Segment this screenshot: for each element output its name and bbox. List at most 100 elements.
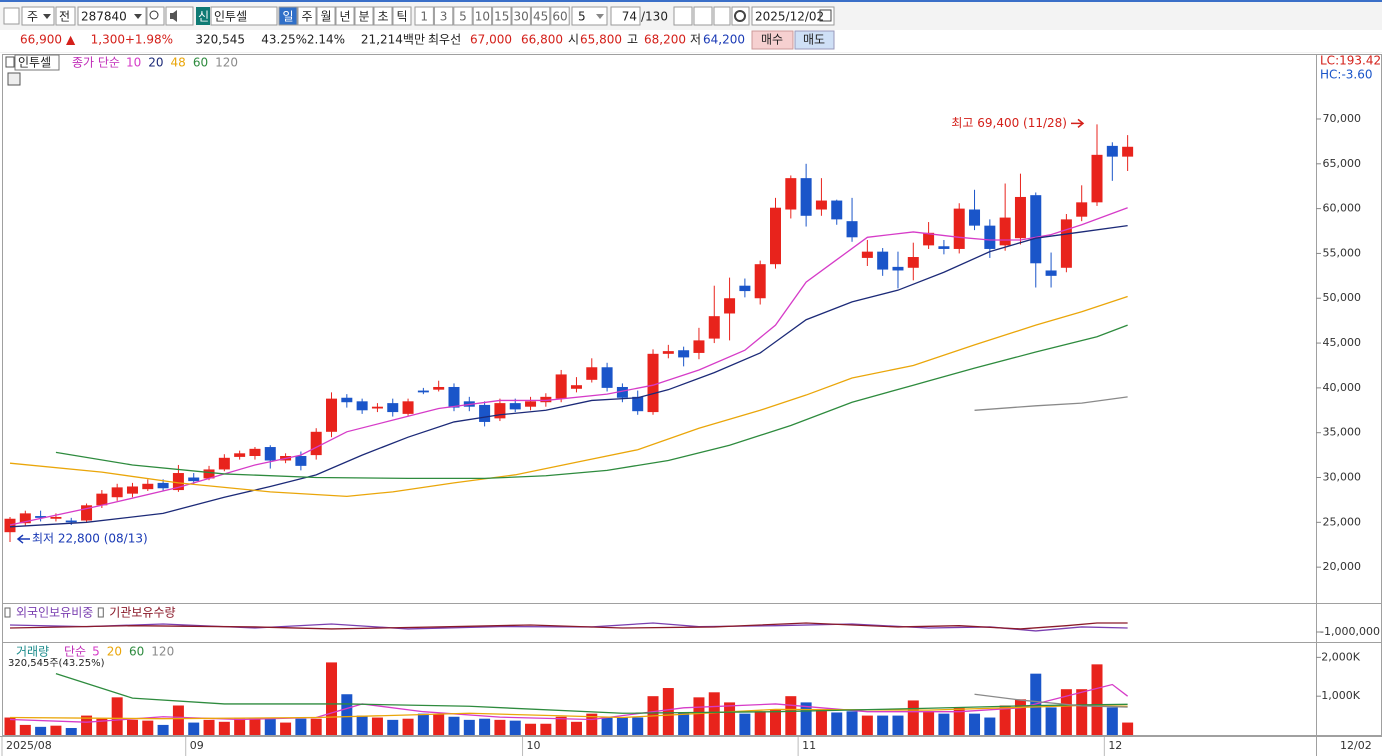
periods-button[interactable] [354, 6, 374, 26]
volume-ratio: 43.25% [261, 33, 307, 47]
candle-body [907, 257, 919, 268]
volume-bar [984, 717, 996, 735]
legend-icon [4, 607, 11, 618]
amount: 21,214백만 [361, 33, 425, 47]
mode-button[interactable] [55, 6, 76, 26]
candle-body [19, 513, 31, 524]
volume: 320,545 [195, 33, 245, 47]
minutes-button[interactable] [492, 6, 512, 26]
buy-button[interactable] [751, 30, 794, 50]
count-input[interactable] [610, 6, 641, 26]
volume-bar [203, 719, 215, 735]
hc: HC:-3.60 [1320, 68, 1373, 82]
ma-line [974, 396, 1128, 411]
name-input[interactable] [210, 6, 278, 26]
y-tick-label: 30,000 [1323, 471, 1362, 484]
chart-title: 인투셀 [18, 56, 51, 70]
periods-label: 년 [339, 10, 350, 24]
sell-button[interactable] [794, 30, 835, 50]
ma-line [9, 207, 1128, 526]
tool-button[interactable] [673, 6, 693, 26]
dropdown [43, 14, 51, 19]
candle-body [402, 401, 414, 414]
volume-bar [402, 718, 414, 735]
periods-button[interactable] [373, 6, 393, 26]
candle-body [218, 457, 230, 470]
candle-body [1045, 270, 1057, 276]
quote-bg [0, 30, 1382, 52]
candle-body [1060, 219, 1072, 268]
volume-bar [1091, 664, 1103, 735]
volume-bar [417, 713, 429, 735]
candle-body [1014, 196, 1026, 239]
volume-bar [540, 723, 552, 735]
candle-body [861, 251, 873, 258]
pane-icon [7, 72, 21, 86]
candle-body [616, 386, 628, 398]
total: /130 [641, 10, 668, 24]
candle-body [264, 447, 276, 461]
volume-bar [693, 697, 705, 735]
volume-bar [494, 719, 506, 735]
price: 66,900 [20, 33, 62, 47]
rate: +1.98% [125, 33, 173, 47]
volume-bar [356, 715, 368, 735]
minutes-button[interactable] [530, 6, 551, 26]
periods-button[interactable] [335, 6, 355, 26]
minutes-button[interactable] [414, 6, 434, 26]
candle-body [4, 518, 16, 533]
layout-icon[interactable] [3, 7, 20, 25]
periods-label: 틱 [396, 10, 407, 24]
periods-button[interactable] [297, 6, 317, 26]
candle-body [188, 477, 200, 482]
candle-body [984, 225, 996, 249]
save-button[interactable] [713, 6, 731, 26]
volume-info: 320,545주(43.25%) [8, 658, 105, 669]
ma-line [9, 295, 1128, 497]
code-input[interactable] [77, 6, 147, 26]
periods-button[interactable] [392, 6, 412, 26]
periods-button[interactable] [316, 6, 336, 26]
date: 2025/12/02 [755, 10, 824, 24]
minutes-button[interactable] [433, 6, 454, 26]
sound-button[interactable] [165, 6, 194, 26]
periods-button[interactable] [278, 6, 298, 26]
tool-button[interactable] [693, 6, 713, 26]
x-tick-label: 10 [527, 739, 541, 752]
y-tick-label: 60,000 [1323, 202, 1362, 215]
periods-label: 일 [282, 10, 293, 24]
candle-body [96, 493, 108, 506]
high-label: 고 [627, 33, 638, 47]
change: 1,300 [91, 33, 125, 47]
legend-title: 종가 단순 [72, 56, 120, 70]
volume-bar [1014, 699, 1026, 735]
candle-body [938, 246, 950, 249]
x-tick-label: 09 [190, 739, 204, 752]
candle-body [326, 398, 338, 432]
minutes-button[interactable] [550, 6, 570, 26]
legend-entry: 120 [151, 645, 174, 659]
volume-bar [831, 712, 843, 735]
market-select[interactable] [21, 6, 55, 26]
ma-line [9, 225, 1128, 528]
candle-body [525, 401, 537, 407]
minutes-button[interactable] [453, 6, 473, 26]
candle-body [708, 316, 720, 339]
candle-body [662, 351, 674, 354]
legend-entry: 120 [215, 56, 238, 70]
minutes-button[interactable] [511, 6, 531, 26]
minutes-button[interactable] [472, 6, 493, 26]
volume-bar [65, 728, 77, 735]
candle-body [35, 516, 47, 518]
search-button[interactable] [146, 6, 165, 26]
volume-bar [1122, 722, 1134, 735]
candle-body [785, 178, 797, 210]
volume-bar [555, 716, 567, 735]
legend-icon [97, 607, 104, 618]
candle-body [65, 520, 77, 523]
date-input[interactable] [751, 6, 835, 26]
candle-body [815, 200, 827, 210]
candle-body [923, 232, 935, 246]
count-select[interactable] [571, 6, 608, 26]
